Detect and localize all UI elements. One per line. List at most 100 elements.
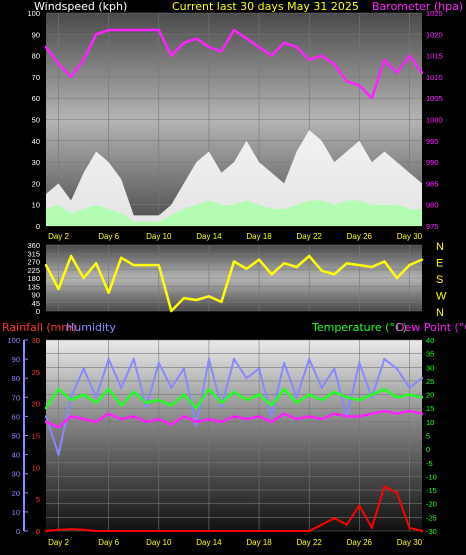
barometer-line-point bbox=[145, 28, 148, 32]
direction-line-point bbox=[94, 262, 98, 265]
dewpoint-line-point bbox=[132, 415, 135, 418]
temp-tick-label: 25 bbox=[426, 377, 434, 386]
y-tick-label: 135 bbox=[27, 282, 40, 291]
dewpoint-line-point bbox=[207, 417, 211, 421]
temp-tick-label: 10 bbox=[426, 418, 434, 427]
barometer-line-point bbox=[295, 45, 298, 49]
x-tick-label: Day 18 bbox=[246, 232, 272, 241]
y2-tick-label: 995 bbox=[426, 137, 439, 146]
humidity-line-point bbox=[170, 386, 173, 389]
direction-line-point bbox=[345, 262, 348, 265]
humidity-line-point bbox=[44, 415, 48, 418]
temperature-line-point bbox=[358, 398, 361, 402]
rain-line-point bbox=[358, 504, 361, 507]
rain-line-point bbox=[395, 491, 399, 494]
y-tick-label: 270 bbox=[27, 258, 40, 267]
y-tick-label: 20 bbox=[32, 179, 40, 188]
temperature-line-point bbox=[383, 387, 386, 391]
y2-tick-label: 1020 bbox=[426, 30, 443, 39]
direction-line-point bbox=[420, 258, 424, 261]
temperature-line-point bbox=[320, 398, 323, 402]
y2-tick-label: 1010 bbox=[426, 73, 443, 82]
direction-line-point bbox=[270, 273, 273, 276]
rain-tick-label: 15 bbox=[32, 432, 40, 441]
barometer-line-point bbox=[320, 54, 323, 57]
temp-tick-label: -10 bbox=[426, 472, 437, 481]
rain-tick-label: 30 bbox=[32, 336, 40, 345]
windspeed-title: Windspeed (kph) bbox=[34, 0, 128, 13]
humidity-tick-label: 0 bbox=[16, 527, 20, 536]
dewpoint-line-point bbox=[270, 420, 273, 424]
y2-tick-label: 1025 bbox=[426, 9, 443, 18]
dewpoint-line-point bbox=[44, 420, 48, 424]
rain-line-point bbox=[282, 529, 286, 533]
temp-tick-label: 35 bbox=[426, 350, 434, 359]
dewpoint-line-point bbox=[120, 417, 123, 421]
humidity-line-point bbox=[257, 367, 261, 370]
barometer-line-point bbox=[232, 28, 236, 32]
humidity-line-point bbox=[207, 357, 211, 361]
temperature-line-point bbox=[195, 407, 198, 410]
direction-line-point bbox=[295, 265, 298, 269]
rain-line-point bbox=[207, 529, 211, 533]
rain-line-point bbox=[195, 529, 198, 533]
humidity-line-point bbox=[182, 367, 186, 370]
compass-label: W bbox=[436, 291, 447, 303]
humidity-tick-label: 30 bbox=[12, 470, 20, 479]
humidity-line-point bbox=[282, 361, 286, 365]
x-tick-label: Day 14 bbox=[196, 538, 222, 547]
direction-line-point bbox=[82, 276, 85, 280]
temperature-line-point bbox=[207, 387, 211, 391]
temperature-line-point bbox=[157, 398, 160, 402]
rain-line-point bbox=[295, 529, 298, 533]
rain-line-point bbox=[370, 526, 374, 530]
barometer-line-point bbox=[345, 79, 348, 83]
x-tick-label: Day 26 bbox=[347, 538, 373, 547]
dewpoint-line-point bbox=[420, 412, 424, 415]
barometer-line-point bbox=[182, 41, 186, 45]
barometer-title: Barometer (hpa) bbox=[372, 0, 464, 13]
rain-line-point bbox=[345, 523, 348, 526]
y2-tick-label: 1005 bbox=[426, 94, 443, 103]
compass-label: S bbox=[436, 274, 443, 286]
dewpoint-line-point bbox=[358, 415, 361, 418]
direction-line-point bbox=[182, 296, 186, 300]
x-tick-label: Day 14 bbox=[196, 232, 222, 241]
dewpoint-line-point bbox=[232, 415, 236, 418]
temp-tick-label: -30 bbox=[426, 527, 437, 536]
barometer-line-point bbox=[370, 97, 374, 100]
humidity-tick-label: 60 bbox=[12, 412, 20, 421]
humidity-line-point bbox=[270, 415, 273, 418]
direction-line-point bbox=[282, 262, 286, 265]
rain-line-point bbox=[308, 529, 311, 533]
x-tick-label: Day 2 bbox=[48, 538, 69, 547]
humidity-tick-label: 10 bbox=[12, 508, 20, 517]
temperature-line-point bbox=[182, 393, 186, 396]
temp-tick-label: 0 bbox=[426, 445, 430, 454]
temperature-line-point bbox=[282, 387, 286, 391]
temp-tick-label: 15 bbox=[426, 404, 434, 413]
temperature-line-point bbox=[120, 404, 123, 407]
direction-line-point bbox=[132, 263, 135, 267]
y-tick-label: 315 bbox=[27, 249, 40, 258]
dewpoint-title: Dew Point (°C) bbox=[396, 321, 466, 334]
y-tick-label: 90 bbox=[32, 30, 40, 39]
direction-line-point bbox=[44, 263, 48, 267]
temp-tick-label: 30 bbox=[426, 363, 434, 372]
humidity-tick-label: 100 bbox=[7, 336, 20, 345]
barometer-line-point bbox=[120, 28, 123, 32]
dewpoint-line-point bbox=[320, 417, 323, 421]
direction-line-point bbox=[383, 260, 386, 263]
y2-tick-label: 985 bbox=[426, 179, 439, 188]
y2-tick-label: 990 bbox=[426, 158, 439, 167]
direction-line-point bbox=[395, 276, 399, 280]
barometer-line-point bbox=[170, 54, 173, 57]
y2-tick-label: 1015 bbox=[426, 52, 443, 61]
temperature-line-point bbox=[232, 390, 236, 394]
barometer-line-point bbox=[57, 62, 60, 66]
temperature-line-point bbox=[69, 398, 73, 402]
rain-line-point bbox=[57, 528, 60, 531]
rain-line-point bbox=[132, 529, 135, 533]
humidity-line-point bbox=[107, 357, 110, 361]
x-tick-label: Day 6 bbox=[98, 232, 119, 241]
